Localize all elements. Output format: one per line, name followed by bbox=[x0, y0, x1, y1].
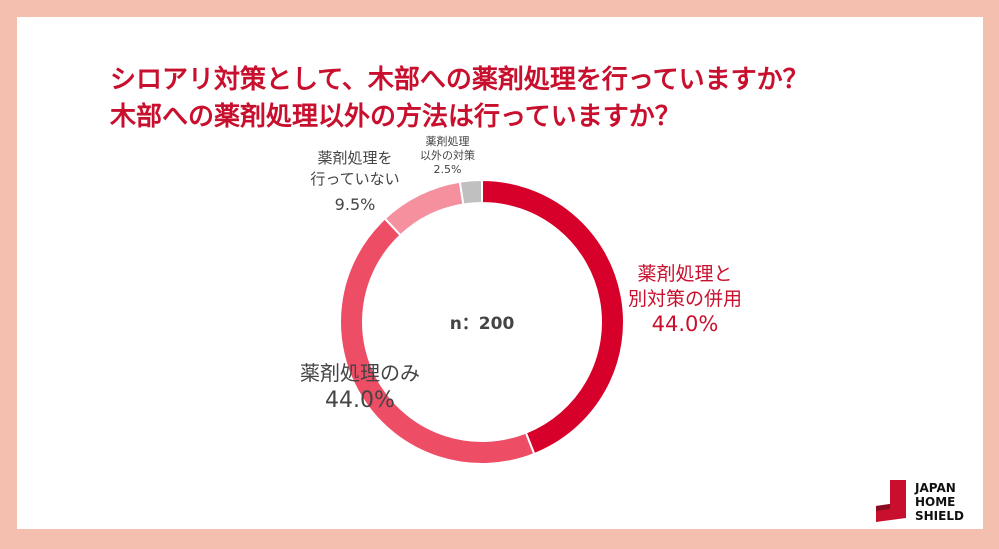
title-line-2: 木部への薬剤処理以外の方法は行っていますか？ bbox=[110, 102, 681, 132]
slice-label-chemical-only: 薬剤処理のみ 44.0% bbox=[300, 360, 420, 414]
logo-j-mark-icon bbox=[876, 480, 906, 522]
japan-home-shield-logo: JAPAN HOME SHIELD bbox=[870, 478, 970, 528]
slice-label-not-treated: 薬剤処理を 行っていない 9.5% bbox=[300, 148, 410, 215]
slice-label-not-treated-line2: 行っていない bbox=[310, 170, 400, 188]
chart-title: シロアリ対策として、木部への薬剤処理を行っていますか？ 木部への薬剤処理以外の方… bbox=[110, 62, 809, 136]
slice-value-chemical-only: 44.0% bbox=[325, 388, 395, 413]
slice-value-combined: 44.0% bbox=[651, 312, 719, 336]
slice-value-not-treated: 9.5% bbox=[334, 195, 376, 214]
slice-label-combined-line2: 別対策の併用 bbox=[628, 288, 743, 310]
slice-label-not-treated-line1: 薬剤処理を bbox=[317, 149, 393, 167]
logo-text-line3: SHIELD bbox=[915, 509, 964, 523]
logo-text-line1: JAPAN bbox=[915, 481, 956, 495]
logo-text-line2: HOME bbox=[915, 495, 956, 509]
slice-label-other-methods: 薬剤処理 以外の対策 2.5% bbox=[405, 135, 490, 177]
slice-label-combined-line1: 薬剤処理と bbox=[637, 263, 733, 285]
logo-text: JAPAN HOME SHIELD bbox=[915, 481, 964, 523]
slice-label-other-methods-line2: 以外の対策 bbox=[420, 149, 475, 162]
sample-size-label: n：200 bbox=[449, 314, 515, 334]
slice-chemical-only bbox=[339, 217, 536, 465]
title-line-1: シロアリ対策として、木部への薬剤処理を行っていますか？ bbox=[110, 65, 809, 95]
slice-label-chemical-only-line1: 薬剤処理のみ bbox=[300, 361, 420, 385]
slice-label-other-methods-line1: 薬剤処理 bbox=[425, 135, 470, 148]
slice-value-other-methods: 2.5% bbox=[433, 163, 462, 176]
slice-other-methods bbox=[458, 178, 483, 206]
slice-label-combined: 薬剤処理と 別対策の併用 44.0% bbox=[628, 262, 742, 337]
